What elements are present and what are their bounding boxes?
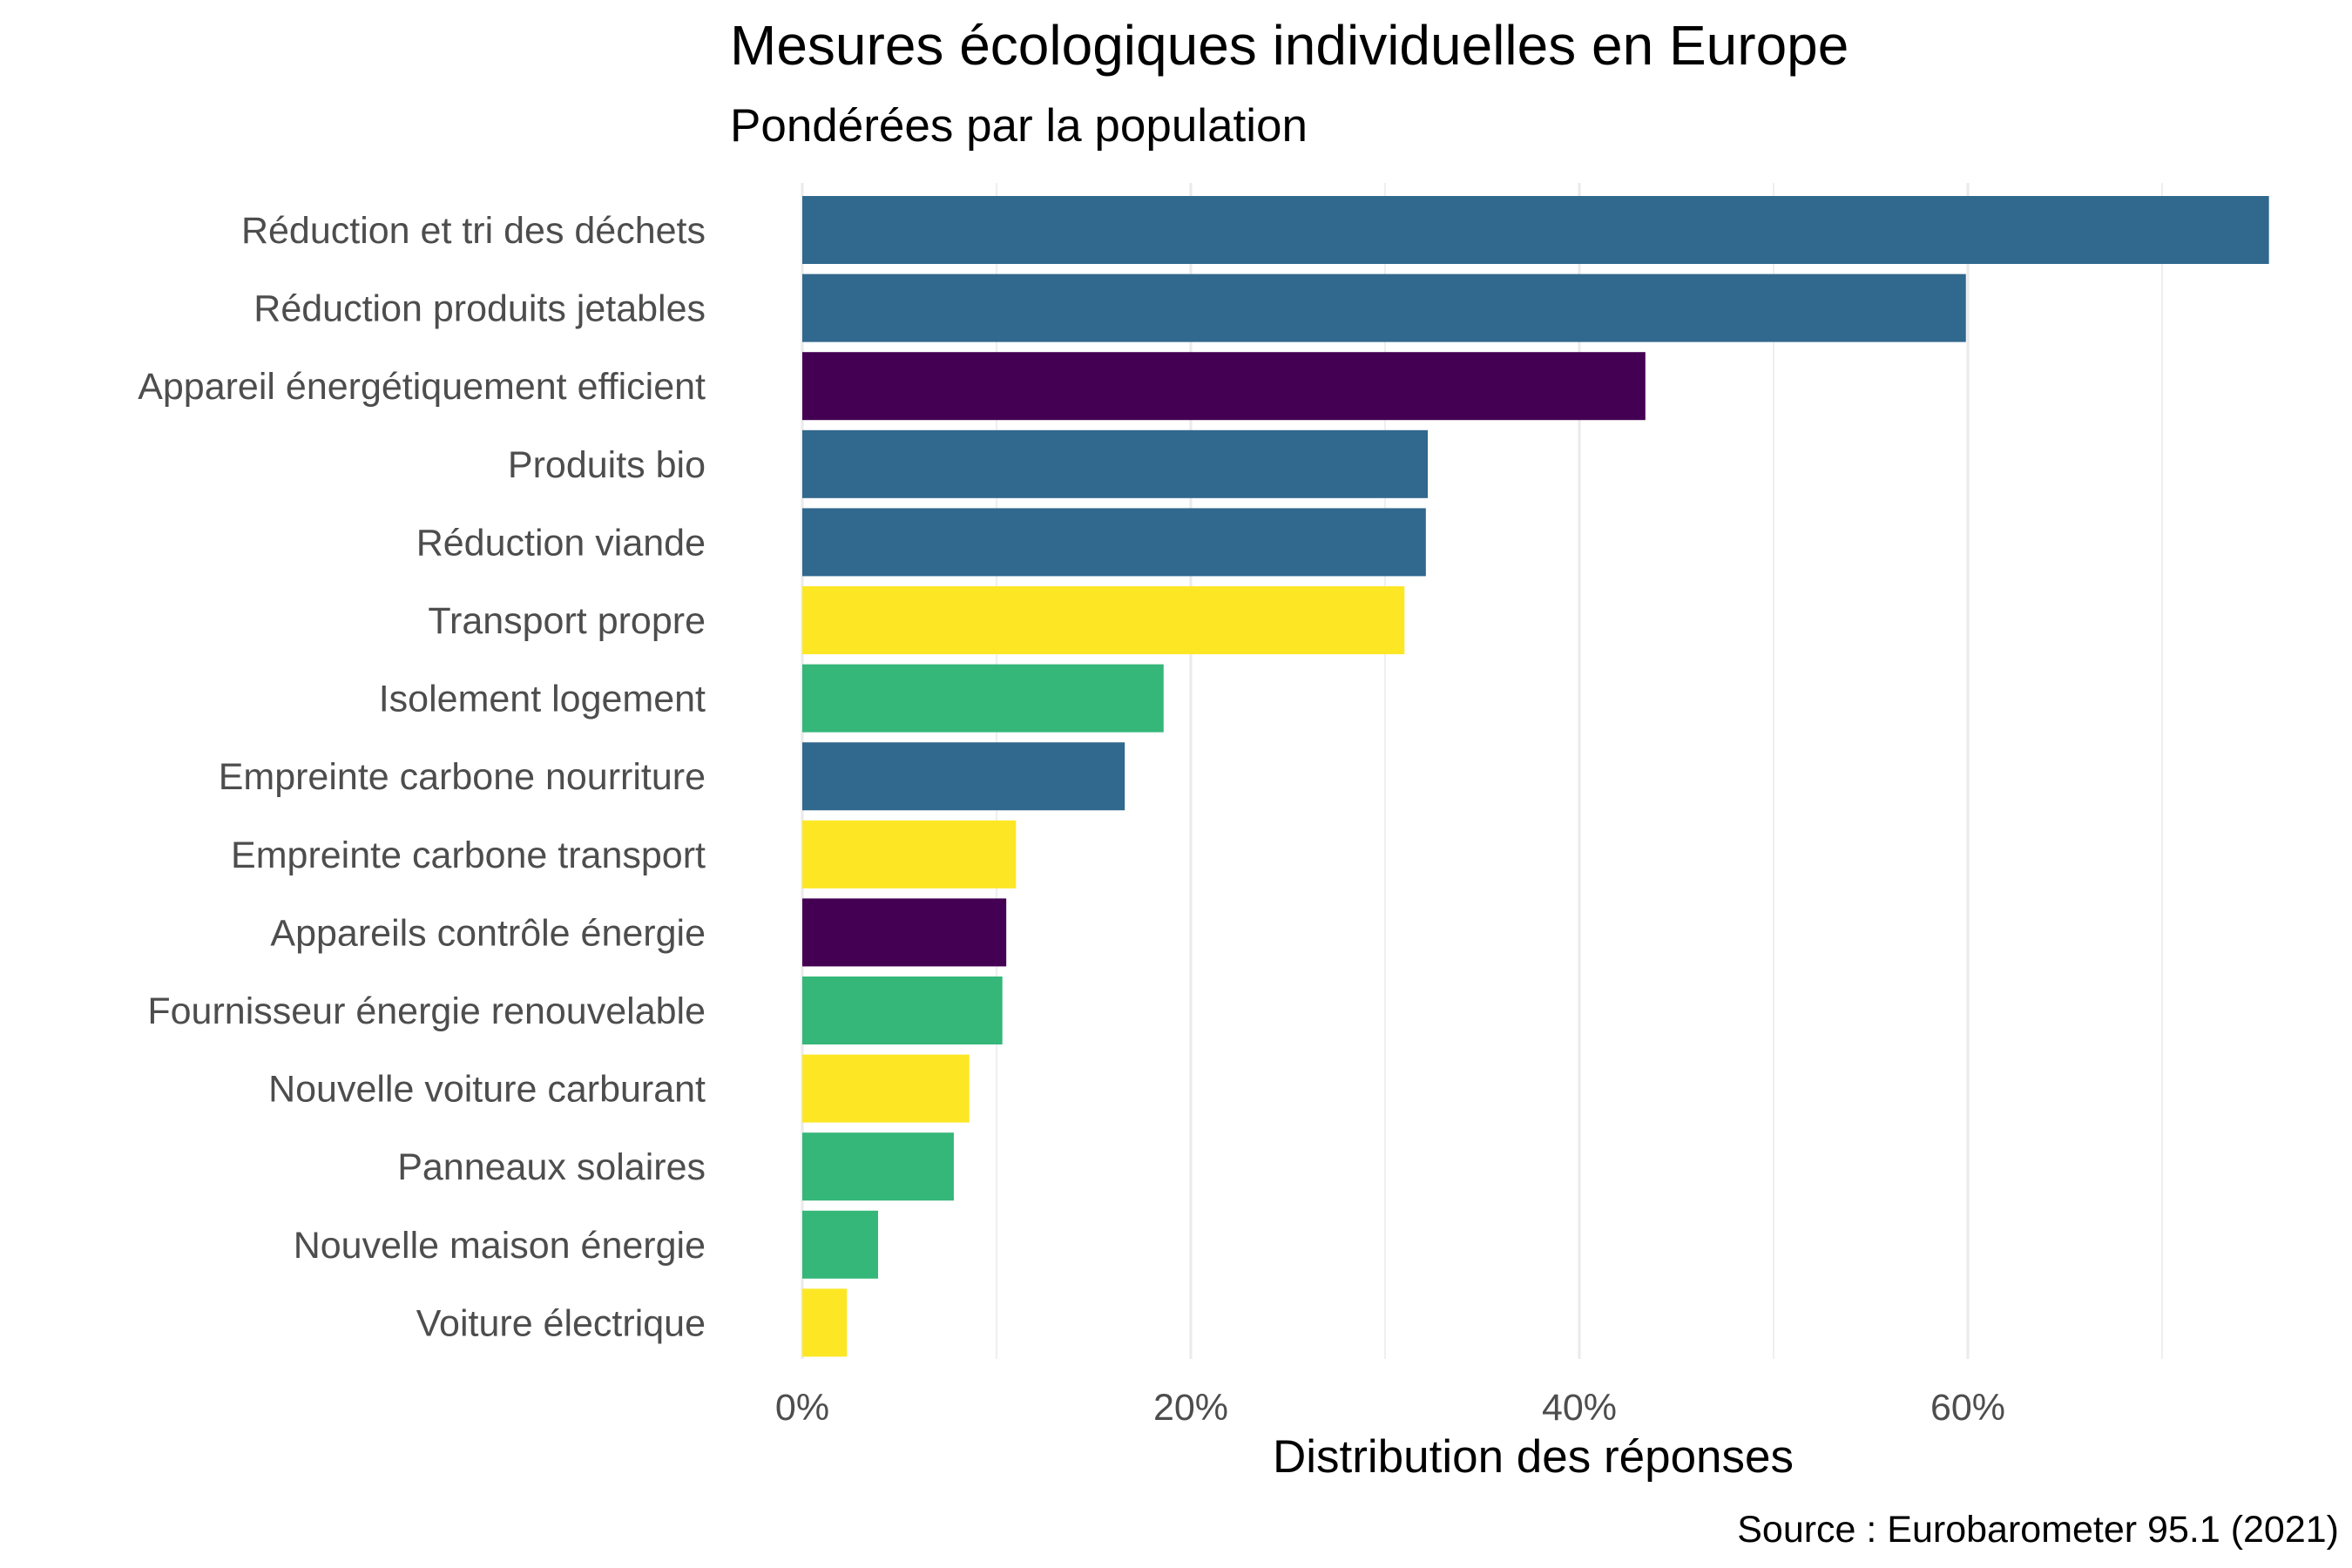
bar	[802, 274, 1966, 342]
chart-title: Mesures écologiques individuelles en Eur…	[730, 14, 1848, 77]
bar	[802, 664, 1164, 733]
category-label: Appareil énergétiquement efficient	[138, 366, 706, 408]
category-label: Appareils contrôle énergie	[270, 912, 706, 954]
category-label: Empreinte carbone nourriture	[219, 756, 706, 798]
bar	[802, 196, 2269, 264]
bar	[802, 586, 1405, 654]
x-tick-label: 0%	[775, 1387, 829, 1429]
bar	[802, 1054, 970, 1123]
bars	[802, 196, 2269, 1357]
x-tick-label: 40%	[1542, 1387, 1617, 1429]
x-tick-labels: 0% 20% 40% 60%	[775, 1387, 2005, 1429]
category-label: Empreinte carbone transport	[231, 835, 706, 876]
category-label: Réduction produits jetables	[253, 288, 706, 330]
x-tick-label: 60%	[1930, 1387, 2005, 1429]
bar	[802, 898, 1007, 967]
category-labels: Réduction et tri des déchets Réduction pr…	[138, 210, 706, 1344]
category-label: Isolement logement	[379, 679, 706, 720]
category-label: Voiture électrique	[416, 1302, 706, 1344]
bar	[802, 352, 1646, 421]
bar	[802, 1210, 878, 1279]
category-label: Fournisseur énergie renouvelable	[147, 990, 706, 1032]
chart-subtitle: Pondérées par la population	[730, 100, 1308, 152]
bar	[802, 820, 1017, 889]
category-label: Réduction et tri des déchets	[241, 210, 706, 252]
bar	[802, 429, 1429, 498]
category-label: Panneaux solaires	[397, 1146, 706, 1188]
category-label: Réduction viande	[416, 522, 706, 564]
bar	[802, 977, 1003, 1044]
category-label: Nouvelle maison énergie	[294, 1225, 706, 1267]
bar	[802, 742, 1125, 811]
category-label: Transport propre	[428, 600, 706, 642]
x-tick-label: 20%	[1153, 1387, 1228, 1429]
category-label: Nouvelle voiture carburant	[268, 1069, 706, 1111]
bar	[802, 508, 1426, 577]
bar	[802, 1132, 954, 1201]
source-caption: Source : Eurobarometer 95.1 (2021)	[1737, 1509, 2339, 1551]
category-label: Produits bio	[508, 444, 706, 486]
bar	[802, 1288, 848, 1357]
x-axis-title: Distribution des réponses	[1273, 1431, 1794, 1483]
